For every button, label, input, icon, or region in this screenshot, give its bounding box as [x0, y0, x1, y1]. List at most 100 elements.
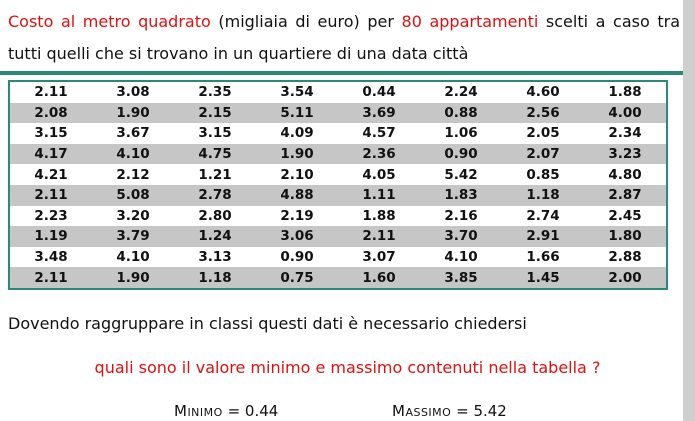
table-cell: 2.11 [10, 267, 92, 288]
table-cell: 4.17 [10, 143, 92, 165]
intro-highlight-cost: Costo al metro quadrato [8, 12, 211, 31]
table-cell: 1.06 [444, 125, 478, 142]
table-cell: 1.11 [338, 184, 420, 206]
table-cell: 2.35 [198, 84, 232, 101]
table-cell: 3.85 [420, 267, 502, 288]
table-row: 2.08 1.90 2.15 5.11 3.69 0.88 2.56 4.00 [10, 102, 666, 124]
intro-highlight-count: 80 appartamenti [401, 12, 539, 31]
table-cell: 2.88 [608, 249, 642, 266]
intro-text-part: (migliaia di euro) per [210, 12, 402, 31]
table-cell: 0.75 [256, 267, 338, 288]
table-cell: 5.42 [444, 166, 478, 183]
intro-text-part: scelti a caso tra tutti quelli che si tr… [8, 12, 681, 63]
table-row: 3.48 4.10 3.13 0.90 3.07 4.10 1.66 2.88 [10, 247, 666, 268]
table-cell: 0.88 [420, 102, 502, 124]
table-cell: 1.88 [608, 84, 642, 101]
min-value: Minimo = 0.44 [174, 402, 278, 420]
right-scroll-strip [683, 0, 695, 421]
table-cell: 2.11 [34, 84, 68, 101]
table-cell: 2.74 [526, 207, 560, 224]
table-cell: 1.90 [92, 267, 174, 288]
table-cell: 1.88 [362, 207, 396, 224]
table-cell: 3.67 [116, 125, 150, 142]
table-cell: 2.10 [280, 166, 314, 183]
table-cell: 1.24 [174, 226, 256, 247]
table-cell: 2.15 [174, 102, 256, 124]
table-cell: 3.15 [34, 125, 68, 142]
table-cell: 4.09 [280, 125, 314, 142]
table-cell: 4.05 [362, 166, 396, 183]
table-cell: 4.10 [92, 143, 174, 165]
table-cell: 3.70 [420, 226, 502, 247]
table-cell: 1.66 [526, 249, 560, 266]
table-cell: 2.16 [444, 207, 478, 224]
table-row: 2.11 1.90 1.18 0.75 1.60 3.85 1.45 2.00 [10, 267, 666, 288]
table-cell: 2.00 [584, 267, 666, 288]
table-cell: 3.79 [92, 226, 174, 247]
question-highlight: quali sono il valore minimo e massimo co… [94, 358, 601, 377]
table-cell: 0.90 [420, 143, 502, 165]
max-value: Massimo = 5.42 [392, 402, 507, 420]
table-cell: 4.21 [34, 166, 68, 183]
table-cell: 1.83 [420, 184, 502, 206]
table-cell: 4.80 [608, 166, 642, 183]
table-cell: 3.07 [362, 249, 396, 266]
table-row: 3.15 3.67 3.15 4.09 4.57 1.06 2.05 2.34 [10, 123, 666, 144]
table-row: 2.11 3.08 2.35 3.54 0.44 2.24 4.60 1.88 [10, 82, 666, 103]
table-cell: 2.87 [584, 184, 666, 206]
data-table: 2.11 3.08 2.35 3.54 0.44 2.24 4.60 1.88 2.08 1.90… [10, 82, 666, 288]
table-cell: 1.80 [584, 226, 666, 247]
table-cell: 3.15 [198, 125, 232, 142]
table-cell: 1.45 [502, 267, 584, 288]
table-cell: 5.11 [256, 102, 338, 124]
table-cell: 2.78 [174, 184, 256, 206]
table-cell: 3.13 [198, 249, 232, 266]
table-cell: 2.08 [10, 102, 92, 124]
table-row: 2.11 5.08 2.78 4.88 1.11 1.83 1.18 2.87 [10, 184, 666, 206]
table-cell: 2.12 [116, 166, 150, 183]
max-number: = 5.42 [456, 402, 507, 420]
table-row: 1.19 3.79 1.24 3.06 2.11 3.70 2.91 1.80 [10, 226, 666, 247]
table-cell: 2.80 [198, 207, 232, 224]
table-cell: 0.85 [526, 166, 560, 183]
table-cell: 2.45 [608, 207, 642, 224]
table-cell: 2.05 [526, 125, 560, 142]
table-cell: 4.10 [444, 249, 478, 266]
table-cell: 2.07 [502, 143, 584, 165]
table-cell: 1.90 [92, 102, 174, 124]
table-cell: 4.88 [256, 184, 338, 206]
table-cell: 2.36 [338, 143, 420, 165]
table-cell: 4.60 [526, 84, 560, 101]
table-cell: 3.54 [280, 84, 314, 101]
question-intro: Dovendo raggruppare in classi questi dat… [8, 314, 527, 333]
data-table-frame: 2.11 3.08 2.35 3.54 0.44 2.24 4.60 1.88 2.08 1.90… [8, 80, 668, 290]
table-cell: 1.90 [256, 143, 338, 165]
table-cell: 2.56 [502, 102, 584, 124]
table-row: 4.17 4.10 4.75 1.90 2.36 0.90 2.07 3.23 [10, 143, 666, 165]
intro-text: Costo al metro quadrato (migliaia di eur… [8, 6, 680, 70]
table-cell: 1.19 [10, 226, 92, 247]
table-cell: 3.48 [34, 249, 68, 266]
table-cell: 3.20 [116, 207, 150, 224]
table-cell: 1.18 [174, 267, 256, 288]
divider-line [0, 71, 683, 75]
table-cell: 3.06 [256, 226, 338, 247]
table-cell: 1.21 [198, 166, 232, 183]
max-label: Massimo [392, 402, 452, 420]
table-cell: 4.57 [362, 125, 396, 142]
table-cell: 0.90 [280, 249, 314, 266]
min-number: = 0.44 [227, 402, 279, 420]
table-cell: 1.18 [502, 184, 584, 206]
table-cell: 2.34 [608, 125, 642, 142]
table-cell: 4.10 [116, 249, 150, 266]
table-cell: 2.19 [280, 207, 314, 224]
table-cell: 3.08 [116, 84, 150, 101]
table-cell: 4.75 [174, 143, 256, 165]
table-row: 4.21 2.12 1.21 2.10 4.05 5.42 0.85 4.80 [10, 164, 666, 185]
table-cell: 0.44 [362, 84, 396, 101]
table-cell: 2.91 [502, 226, 584, 247]
table-cell: 1.60 [338, 267, 420, 288]
table-cell: 3.23 [584, 143, 666, 165]
table-cell: 4.00 [584, 102, 666, 124]
table-row: 2.23 3.20 2.80 2.19 1.88 2.16 2.74 2.45 [10, 206, 666, 227]
